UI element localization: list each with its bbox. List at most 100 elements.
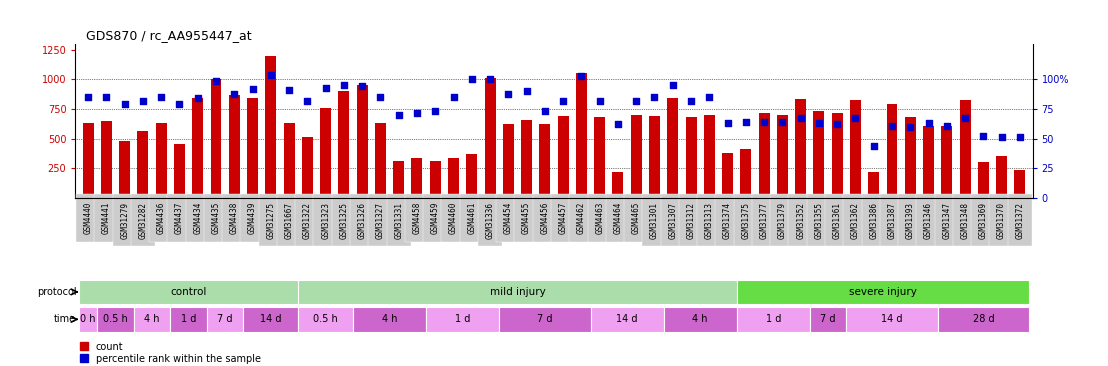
Point (956, 116, 974, 122)
Point (261, 72, 279, 78)
Text: GSM31348: GSM31348 (961, 202, 970, 239)
Bar (83, 123, 93, 198)
Bar (193, 98, 203, 198)
Point (244, 86, 261, 92)
Bar (101, 121, 112, 198)
Bar (338, 91, 349, 198)
FancyBboxPatch shape (427, 307, 500, 332)
Text: GSM31331: GSM31331 (394, 202, 403, 239)
Bar (557, 116, 568, 198)
FancyBboxPatch shape (98, 307, 134, 332)
Legend: count, percentile rank within the sample: count, percentile rank within the sample (80, 341, 260, 363)
Bar (1015, 170, 1025, 198)
Point (280, 87, 298, 93)
Bar (211, 79, 222, 198)
Bar (229, 95, 239, 198)
Point (80, 94, 98, 100)
Point (427, 108, 444, 114)
Text: GSM31323: GSM31323 (321, 202, 330, 239)
Point (517, 88, 535, 94)
Text: 0.5 h: 0.5 h (314, 314, 338, 324)
Text: GSM31326: GSM31326 (358, 202, 367, 239)
Text: GSM4456: GSM4456 (541, 202, 550, 234)
Point (1010, 134, 1028, 140)
Text: GSM4458: GSM4458 (412, 202, 421, 234)
Bar (448, 158, 459, 198)
Text: GSM4465: GSM4465 (632, 202, 640, 234)
Bar (156, 123, 166, 198)
Text: 0 h: 0 h (81, 314, 96, 324)
Point (865, 143, 883, 149)
Point (792, 116, 810, 122)
Bar (704, 115, 715, 198)
Point (335, 82, 352, 88)
Point (353, 83, 371, 89)
Text: GSM31370: GSM31370 (997, 202, 1006, 239)
Bar (174, 144, 185, 198)
Text: GSM4434: GSM4434 (193, 202, 203, 234)
FancyBboxPatch shape (591, 307, 664, 332)
Text: 0.5 h: 0.5 h (103, 314, 127, 324)
Point (719, 120, 737, 126)
FancyBboxPatch shape (207, 307, 244, 332)
Bar (137, 131, 148, 198)
Point (627, 98, 645, 104)
Text: GSM31275: GSM31275 (266, 202, 275, 239)
Bar (759, 112, 770, 198)
Point (573, 73, 591, 79)
Text: GSM4440: GSM4440 (83, 202, 93, 234)
FancyBboxPatch shape (810, 307, 847, 332)
Text: GSM31387: GSM31387 (888, 202, 896, 239)
Text: GSM4461: GSM4461 (468, 202, 476, 234)
Bar (503, 124, 514, 198)
Bar (850, 100, 861, 198)
Text: GSM31352: GSM31352 (797, 202, 806, 239)
FancyBboxPatch shape (298, 280, 737, 304)
Point (481, 76, 499, 82)
Text: time: time (54, 314, 76, 324)
Point (390, 112, 408, 118)
Text: GSM31336: GSM31336 (485, 202, 494, 239)
Text: GSM31322: GSM31322 (302, 202, 311, 239)
Point (207, 78, 225, 83)
Point (188, 96, 206, 101)
Point (974, 133, 992, 139)
FancyBboxPatch shape (847, 307, 937, 332)
Bar (686, 117, 697, 198)
Point (847, 116, 864, 122)
Point (993, 134, 1010, 140)
Text: GSM31282: GSM31282 (138, 202, 147, 239)
Bar (978, 162, 988, 198)
Point (298, 98, 316, 104)
Point (591, 98, 608, 104)
Text: GSM4454: GSM4454 (504, 202, 513, 234)
Bar (484, 78, 495, 198)
FancyBboxPatch shape (500, 307, 591, 332)
Bar (923, 126, 934, 198)
FancyBboxPatch shape (737, 280, 1029, 304)
Text: protocol: protocol (37, 287, 76, 297)
Point (920, 120, 937, 126)
Point (536, 108, 554, 114)
Text: GSM31393: GSM31393 (905, 202, 915, 239)
Text: 14 d: 14 d (881, 314, 903, 324)
Point (98, 94, 115, 100)
Text: severe injury: severe injury (849, 287, 916, 297)
Bar (886, 104, 897, 198)
Text: GSM31372: GSM31372 (1015, 202, 1025, 239)
Text: GSM31379: GSM31379 (778, 202, 787, 239)
Bar (594, 117, 605, 198)
Text: GSM31362: GSM31362 (851, 202, 860, 239)
Text: 14 d: 14 d (616, 314, 638, 324)
Text: GSM4463: GSM4463 (595, 202, 604, 234)
Text: GSM31377: GSM31377 (760, 202, 769, 239)
Point (134, 98, 152, 104)
Bar (667, 98, 678, 198)
FancyBboxPatch shape (737, 307, 810, 332)
Text: GSM4439: GSM4439 (248, 202, 257, 234)
Point (408, 109, 425, 115)
Text: 4 h: 4 h (382, 314, 398, 324)
Point (756, 119, 773, 125)
Text: GSM31375: GSM31375 (741, 202, 750, 239)
FancyBboxPatch shape (171, 307, 207, 332)
